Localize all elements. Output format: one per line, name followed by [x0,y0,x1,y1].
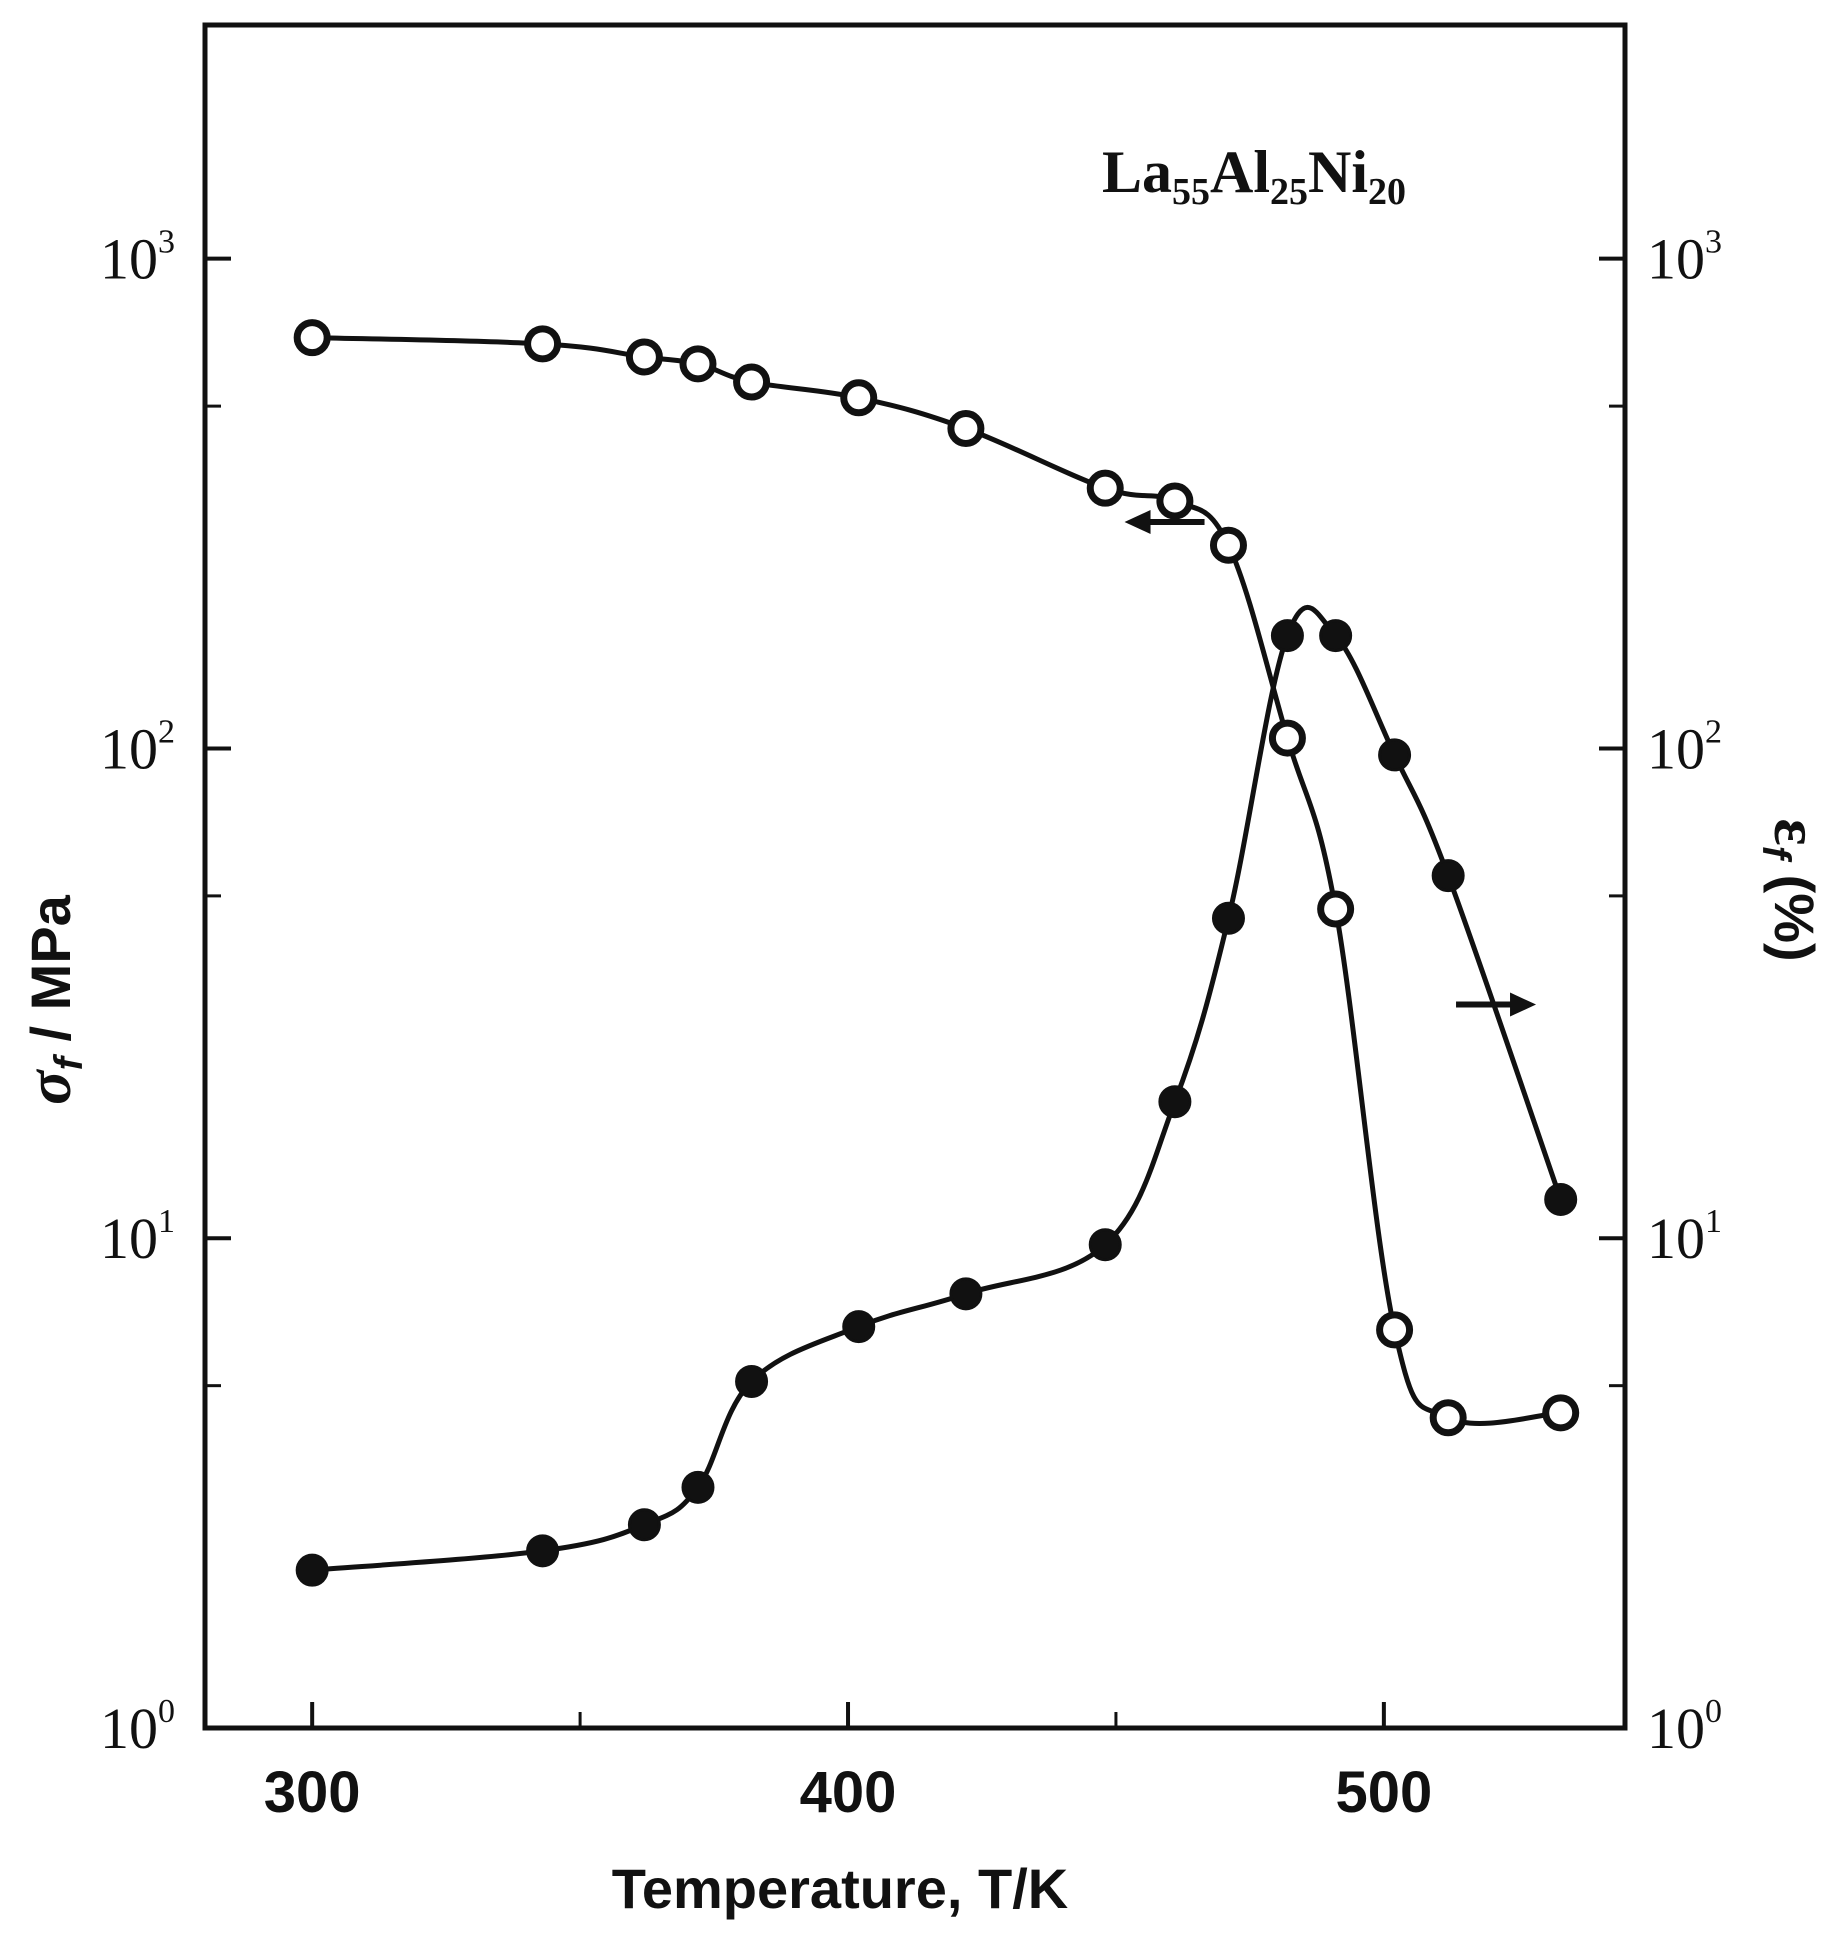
y-right-tick-label-100: 102 [1647,713,1722,781]
tick-labels: 300 400 500 100 100 101 101 102 102 103 103 [100,224,1722,1825]
series-0-point-3 [679,345,717,383]
series-1-point-11 [1319,619,1353,653]
y-left-tick-label-10: 101 [100,1203,175,1271]
series-1-point-0 [295,1553,329,1587]
series-1-line [309,605,1564,1573]
y-right-tick-label-1: 100 [1647,1693,1722,1761]
series-0-point-4 [733,363,771,401]
plot-border [202,22,1628,1731]
x-axis-title: Temperature, T/K [612,1857,1068,1920]
series-0-point-13 [1429,1399,1467,1437]
series-1-point-8 [1158,1085,1192,1119]
series-0-point-14 [1542,1394,1580,1432]
series-1-point-9 [1211,901,1245,935]
y-left-tick-label-1000: 103 [100,224,175,292]
series-0-point-7 [1086,469,1124,507]
series-markers [293,319,1580,1587]
series-arrows [1124,509,1537,1017]
series-0-point-8 [1156,482,1194,520]
series-0-point-9 [1209,526,1247,564]
series-1-point-10 [1270,619,1304,653]
series-1-point-2 [627,1508,661,1542]
axis-ticks [205,256,1625,1730]
x-tick-label-500: 500 [1335,1760,1432,1825]
series-0-point-11 [1317,890,1355,928]
axis-arrow-left-head [1124,509,1151,534]
series-0-point-0 [293,319,331,357]
series-curves [309,335,1564,1573]
y-right-tick-label-10: 101 [1647,1203,1722,1271]
series-1-point-7 [1088,1228,1122,1262]
composition-annotation: La55Al25Ni20 [1102,139,1406,213]
series-0-point-2 [625,338,663,376]
series-1-point-1 [526,1534,560,1568]
series-1-point-6 [949,1277,983,1311]
x-tick-label-400: 400 [800,1760,897,1825]
axis-arrow-right-head [1510,992,1537,1017]
series-1-point-12 [1378,738,1412,772]
y-left-tick-label-100: 102 [100,713,175,781]
series-1-point-13 [1431,859,1465,893]
series-1-point-3 [681,1470,715,1504]
series-1-point-4 [735,1364,769,1398]
series-0-point-12 [1376,1311,1414,1349]
plot-frame [202,22,1628,1731]
series-0-point-1 [524,325,562,363]
y-axis-right-title: εf (%) [1754,818,1824,961]
y-axis-left-title: σf / MPa [13,894,91,1105]
series-0-line [309,335,1564,1426]
series-1-point-14 [1544,1182,1578,1216]
series-0-point-5 [840,379,878,417]
series-0-point-10 [1268,719,1306,757]
series-0-point-6 [947,410,985,448]
y-left-tick-label-1: 100 [100,1693,175,1761]
x-tick-label-300: 300 [264,1760,361,1825]
y-right-tick-label-1000: 103 [1647,224,1722,292]
series-1-point-5 [842,1310,876,1344]
